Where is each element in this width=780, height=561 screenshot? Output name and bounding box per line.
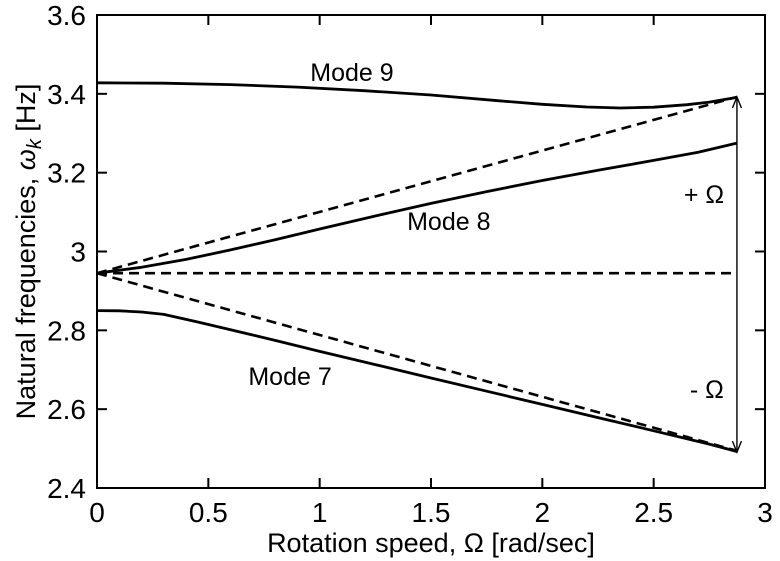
- omega-subscript: k: [24, 138, 46, 149]
- x-tick-label: 2: [535, 497, 551, 528]
- omega0-plus-omega-dashed-line: [96, 95, 738, 275]
- x-tick-label: 1.5: [412, 497, 451, 528]
- mode-8-label: Mode 8: [407, 208, 490, 236]
- y-tick-label: 2.6: [47, 394, 86, 425]
- annotations-layer: Mode 9 Mode 8 Mode 7 + Ω - Ω: [248, 59, 743, 454]
- mode-7-curve: [96, 309, 738, 453]
- omega0-minus-omega-dashed-line: [96, 271, 738, 453]
- y-tick-label: 3.6: [47, 0, 86, 31]
- y-axis-label-text: Natural frequencies,: [11, 170, 41, 419]
- axes-layer: 0 0.5 1 1.5 2 2.5 3 2.4 2.6 2.8 3 3.2 3.4 3.6 Rotation…: [11, 0, 773, 558]
- x-tick-label: 1: [312, 497, 328, 528]
- mode-9-curve: [96, 81, 738, 110]
- plus-omega-label: + Ω: [684, 181, 724, 209]
- arrow-head-top: [731, 95, 743, 109]
- x-tick-label: 2.5: [634, 497, 673, 528]
- omega-symbol: ω: [11, 149, 41, 170]
- x-tick-label: 0.5: [189, 497, 228, 528]
- y-axis-label-units: [Hz]: [11, 84, 41, 140]
- omega-range-arrow: [731, 95, 743, 454]
- y-tick-label: 2.8: [47, 315, 86, 346]
- y-tick-label: 3: [70, 237, 86, 268]
- y-tick-label: 3.4: [47, 79, 86, 110]
- mode-9-label: Mode 9: [310, 59, 393, 87]
- y-axis-label: Natural frequencies, ωk [Hz]: [11, 84, 46, 420]
- minus-omega-label: - Ω: [690, 376, 724, 404]
- arrow-head-bottom: [731, 440, 743, 454]
- y-tick-label: 3.2: [47, 158, 86, 189]
- plot-border: [96, 14, 766, 489]
- y-tick-label: 2.4: [47, 473, 86, 504]
- x-tick-label: 0: [89, 497, 105, 528]
- mode-7-label: Mode 7: [248, 363, 331, 391]
- x-tick-label: 3: [757, 497, 773, 528]
- mode-8-curve: [96, 141, 738, 275]
- series-layer: [96, 81, 738, 453]
- x-axis-label: Rotation speed, Ω [rad/sec]: [267, 528, 595, 558]
